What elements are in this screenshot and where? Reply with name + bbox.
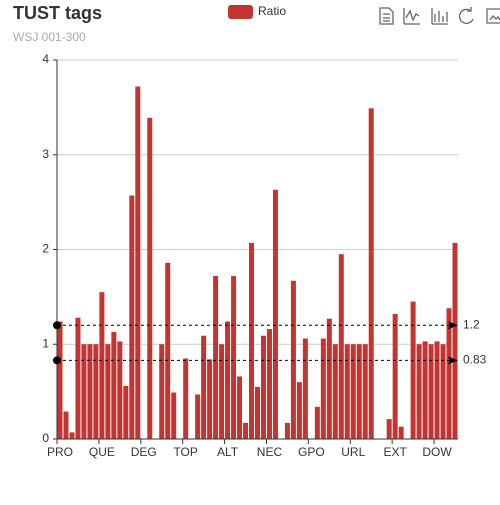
bar bbox=[272, 189, 278, 439]
bar bbox=[105, 344, 111, 439]
bar bbox=[452, 242, 458, 439]
bar bbox=[320, 338, 326, 439]
y-tick-label: 4 bbox=[42, 52, 49, 66]
bar bbox=[422, 341, 428, 439]
mark-line-label: 0.83 bbox=[463, 353, 487, 367]
x-tick-label: ALT bbox=[217, 445, 239, 459]
bar bbox=[147, 117, 153, 440]
mark-line-arrow bbox=[448, 321, 458, 330]
bar bbox=[165, 262, 171, 439]
x-tick-label: DOW bbox=[422, 445, 452, 459]
x-tick-label: NEC bbox=[257, 445, 283, 459]
x-tick-label: EXT bbox=[383, 445, 407, 459]
bar bbox=[183, 358, 189, 439]
x-tick-label: URL bbox=[341, 445, 365, 459]
bar bbox=[99, 292, 105, 439]
mark-line-arrow bbox=[448, 356, 458, 365]
bar-icon[interactable] bbox=[431, 8, 448, 25]
bar bbox=[111, 331, 117, 439]
y-tick-label: 3 bbox=[42, 147, 49, 161]
bar bbox=[416, 344, 422, 439]
bar bbox=[260, 335, 266, 439]
bar bbox=[284, 422, 290, 439]
chart-subtitle: WSJ 001-300 bbox=[13, 30, 86, 44]
bar bbox=[171, 392, 177, 439]
x-tick-label: PRO bbox=[47, 445, 73, 459]
mark-line-label: 1.2 bbox=[463, 317, 480, 331]
x-tick-label: DEG bbox=[131, 445, 157, 459]
bar bbox=[75, 317, 81, 439]
bar bbox=[255, 386, 260, 439]
bar bbox=[117, 341, 123, 439]
save-icon[interactable] bbox=[486, 8, 500, 24]
line-icon[interactable] bbox=[403, 8, 420, 25]
bar bbox=[314, 406, 320, 439]
bar bbox=[57, 321, 63, 439]
bar bbox=[219, 344, 225, 439]
bar bbox=[266, 329, 272, 439]
bar bbox=[135, 86, 141, 439]
bar bbox=[440, 344, 446, 439]
y-tick-label: 0 bbox=[42, 431, 49, 445]
bar bbox=[350, 344, 356, 439]
bar bbox=[123, 385, 129, 439]
bar bbox=[362, 344, 368, 439]
bar bbox=[87, 344, 93, 439]
bar bbox=[398, 426, 404, 439]
bar bbox=[296, 382, 302, 439]
bar bbox=[129, 195, 135, 439]
bar bbox=[368, 108, 374, 439]
restore-icon[interactable] bbox=[458, 7, 474, 25]
bar bbox=[225, 321, 231, 439]
data-view-icon[interactable] bbox=[379, 7, 394, 25]
bar bbox=[302, 338, 308, 439]
bar bbox=[332, 344, 338, 439]
bar bbox=[326, 318, 332, 439]
bar bbox=[356, 344, 362, 439]
bar bbox=[213, 276, 219, 439]
bar bbox=[93, 344, 99, 439]
bar bbox=[428, 344, 434, 439]
chart-title: TUST tags bbox=[13, 3, 102, 23]
toolbox bbox=[379, 7, 500, 25]
bar bbox=[201, 335, 207, 439]
bar bbox=[386, 419, 392, 439]
bar bbox=[63, 411, 69, 439]
bar bbox=[243, 422, 249, 439]
bar bbox=[344, 344, 350, 439]
bar bbox=[249, 242, 255, 439]
x-tick-label: TOP bbox=[173, 445, 197, 459]
bar bbox=[434, 341, 440, 439]
mark-line-start bbox=[53, 356, 61, 365]
y-tick-label: 2 bbox=[42, 242, 49, 256]
mark-line-start bbox=[53, 321, 61, 330]
x-tick-label: GPO bbox=[298, 445, 325, 459]
bar bbox=[237, 376, 243, 439]
bar bbox=[410, 301, 416, 439]
bar bbox=[81, 344, 87, 439]
bar bbox=[231, 276, 237, 439]
bar bbox=[159, 344, 165, 439]
bar bbox=[392, 313, 398, 439]
bar bbox=[446, 308, 452, 439]
bar bbox=[195, 394, 201, 439]
legend-swatch bbox=[228, 5, 253, 19]
x-tick-label: QUE bbox=[89, 445, 115, 459]
y-tick-label: 1 bbox=[42, 336, 49, 350]
bar bbox=[69, 432, 75, 439]
bar bbox=[207, 359, 213, 439]
legend-label: Ratio bbox=[258, 4, 286, 18]
bar bbox=[338, 254, 344, 439]
